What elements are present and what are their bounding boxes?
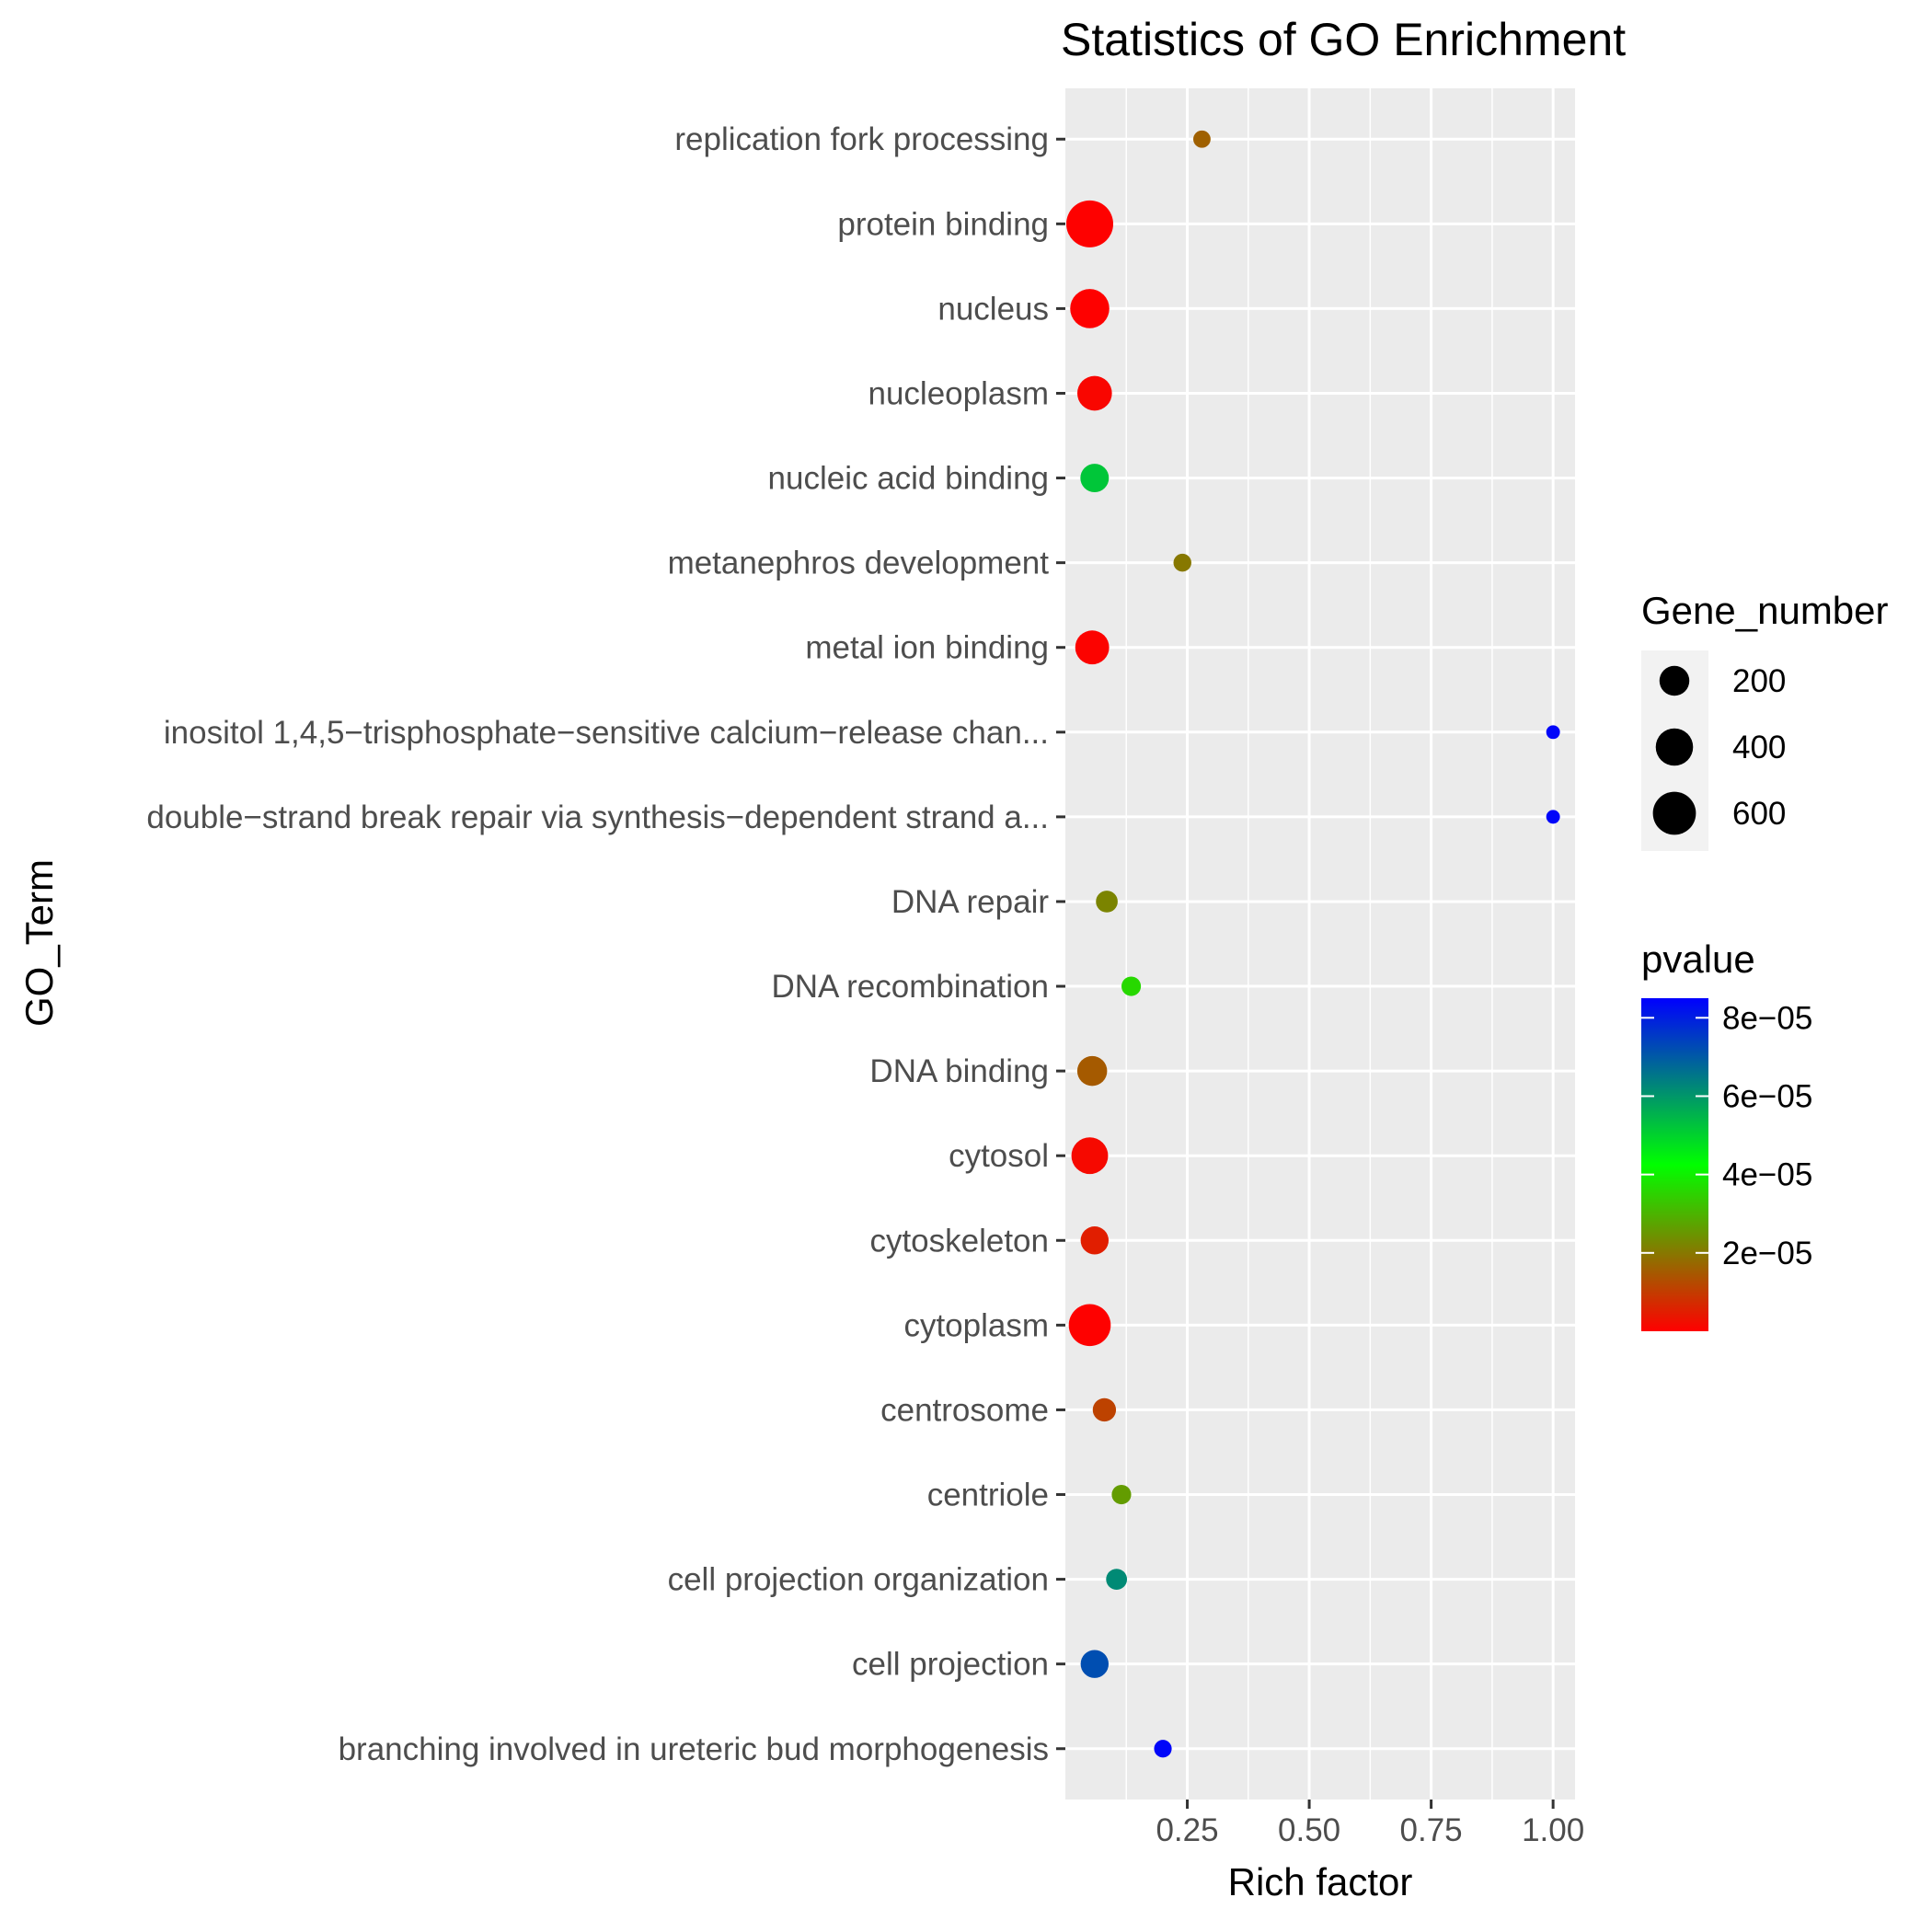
data-point — [1193, 130, 1211, 148]
pvalue-legend-title: pvalue — [1641, 937, 1755, 981]
data-point — [1066, 200, 1114, 247]
size-legend-key — [1652, 791, 1696, 835]
data-point — [1106, 1569, 1128, 1590]
gene-number-legend: Gene_number 200 400 600 — [1641, 589, 1889, 851]
data-points — [1066, 130, 1560, 1758]
data-point — [1154, 1740, 1172, 1758]
data-point — [1546, 725, 1560, 740]
y-tick-label: nucleoplasm — [868, 375, 1050, 411]
x-axis-title: Rich factor — [1228, 1860, 1413, 1903]
x-tick-label: 0.75 — [1400, 1812, 1463, 1848]
y-tick-label: centrosome — [880, 1392, 1049, 1428]
data-point — [1121, 976, 1142, 996]
data-point — [1546, 810, 1560, 824]
x-tick-label: 0.50 — [1278, 1812, 1340, 1848]
y-tick-label: metanephros development — [668, 546, 1050, 581]
data-point — [1080, 464, 1110, 493]
y-tick-label: cell projection — [852, 1647, 1049, 1683]
y-tick-label: DNA recombination — [771, 969, 1049, 1005]
colorbar-label: 8e−05 — [1722, 1000, 1812, 1036]
size-legend-label: 200 — [1732, 663, 1786, 699]
y-tick-label: metal ion binding — [805, 630, 1049, 666]
gene-number-legend-title: Gene_number — [1641, 589, 1889, 632]
colorbar-label: 4e−05 — [1722, 1157, 1812, 1193]
y-tick-label: double−strand break repair via synthesis… — [146, 799, 1049, 835]
y-tick-label: DNA binding — [869, 1053, 1049, 1089]
y-tick-label: branching involved in ureteric bud morph… — [339, 1731, 1049, 1767]
y-tick-label: nucleus — [937, 291, 1049, 327]
y-axis-title: GO_Term — [17, 859, 61, 1027]
data-point — [1076, 1055, 1108, 1087]
pvalue-colorbar — [1641, 998, 1708, 1331]
data-point — [1070, 289, 1110, 328]
data-point — [1080, 1650, 1110, 1678]
x-tick-label: 1.00 — [1522, 1812, 1584, 1848]
y-tick-label: inositol 1,4,5−trisphosphate−sensitive c… — [164, 715, 1049, 751]
colorbar-label: 6e−05 — [1722, 1078, 1812, 1114]
y-axis: replication fork processing protein bindi… — [146, 121, 1065, 1767]
pvalue-legend: pvalue 2e−05 4e−05 6e−05 8e−05 — [1641, 937, 1812, 1331]
data-point — [1076, 375, 1112, 411]
y-tick-label: cytoskeleton — [869, 1223, 1049, 1259]
colorbar-label: 2e−05 — [1722, 1236, 1812, 1271]
x-tick-label: 0.25 — [1156, 1812, 1218, 1848]
data-point — [1092, 1397, 1117, 1422]
x-axis: 0.25 0.50 0.75 1.00 — [1156, 1800, 1584, 1848]
chart-title: Statistics of GO Enrichment — [1061, 14, 1626, 65]
y-tick-label: centriole — [927, 1478, 1049, 1513]
size-legend-key — [1655, 728, 1694, 766]
y-tick-label: cell projection organization — [668, 1562, 1049, 1598]
y-tick-label: nucleic acid binding — [768, 461, 1049, 497]
size-legend-label: 400 — [1732, 730, 1786, 765]
y-tick-label: cytoplasm — [903, 1307, 1049, 1343]
plot-panel — [1065, 88, 1575, 1800]
data-point — [1071, 1137, 1109, 1175]
y-tick-label: protein binding — [837, 206, 1049, 242]
data-point — [1173, 553, 1191, 572]
size-legend-key — [1659, 665, 1690, 696]
data-point — [1096, 891, 1118, 913]
size-legend-label: 600 — [1732, 796, 1786, 832]
data-point — [1068, 1304, 1111, 1347]
y-tick-label: DNA repair — [891, 884, 1050, 920]
y-tick-label: cytosol — [949, 1138, 1049, 1174]
data-point — [1111, 1484, 1132, 1505]
y-tick-label: replication fork processing — [674, 121, 1049, 157]
grid-lines — [1065, 88, 1575, 1800]
data-point — [1080, 1226, 1110, 1255]
data-point — [1075, 630, 1110, 665]
